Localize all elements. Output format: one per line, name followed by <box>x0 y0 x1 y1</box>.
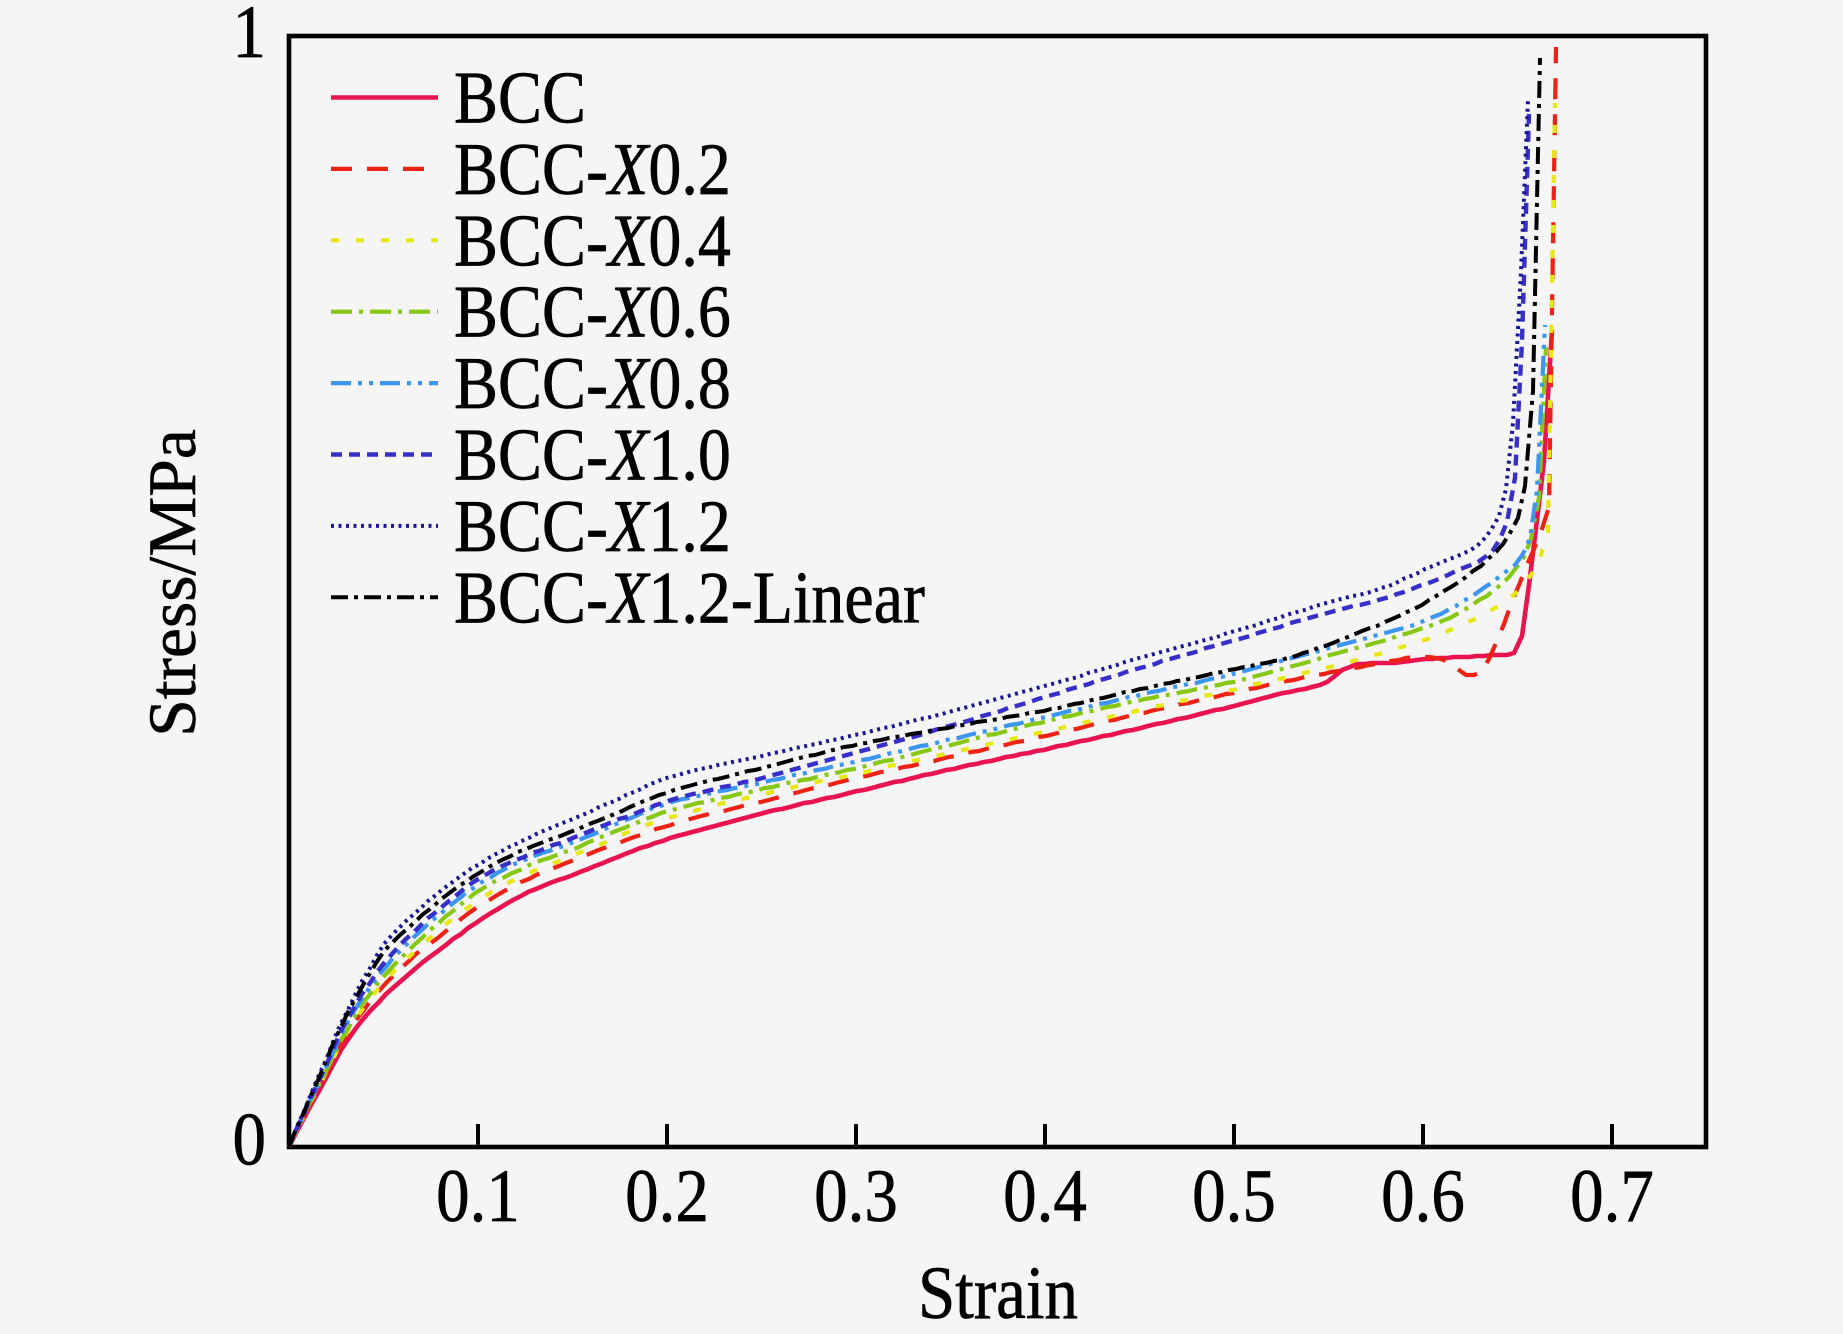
svg-text:BCC-X1.0: BCC-X1.0 <box>454 414 731 497</box>
svg-text:BCC-X0.4: BCC-X0.4 <box>454 200 731 283</box>
svg-text:1: 1 <box>233 0 266 74</box>
svg-text:BCC-X0.6: BCC-X0.6 <box>454 271 731 354</box>
svg-text:BCC-X1.2-Linear: BCC-X1.2-Linear <box>454 557 925 640</box>
svg-text:BCC-X0.2: BCC-X0.2 <box>454 128 731 211</box>
svg-text:BCC: BCC <box>454 57 586 140</box>
svg-text:0.7: 0.7 <box>1570 1154 1654 1238</box>
svg-text:0.1: 0.1 <box>436 1154 520 1238</box>
svg-text:BCC-X0.8: BCC-X0.8 <box>454 342 731 425</box>
svg-text:0.5: 0.5 <box>1192 1154 1276 1238</box>
svg-text:Strain: Strain <box>918 1251 1078 1334</box>
svg-text:0.4: 0.4 <box>1003 1154 1087 1238</box>
svg-text:0.3: 0.3 <box>814 1154 898 1238</box>
svg-text:Stress/MPa: Stress/MPa <box>135 429 210 737</box>
svg-text:0: 0 <box>233 1098 266 1182</box>
svg-text:0.2: 0.2 <box>625 1154 709 1238</box>
svg-text:0.6: 0.6 <box>1381 1154 1465 1238</box>
svg-text:BCC-X1.2: BCC-X1.2 <box>454 485 731 568</box>
